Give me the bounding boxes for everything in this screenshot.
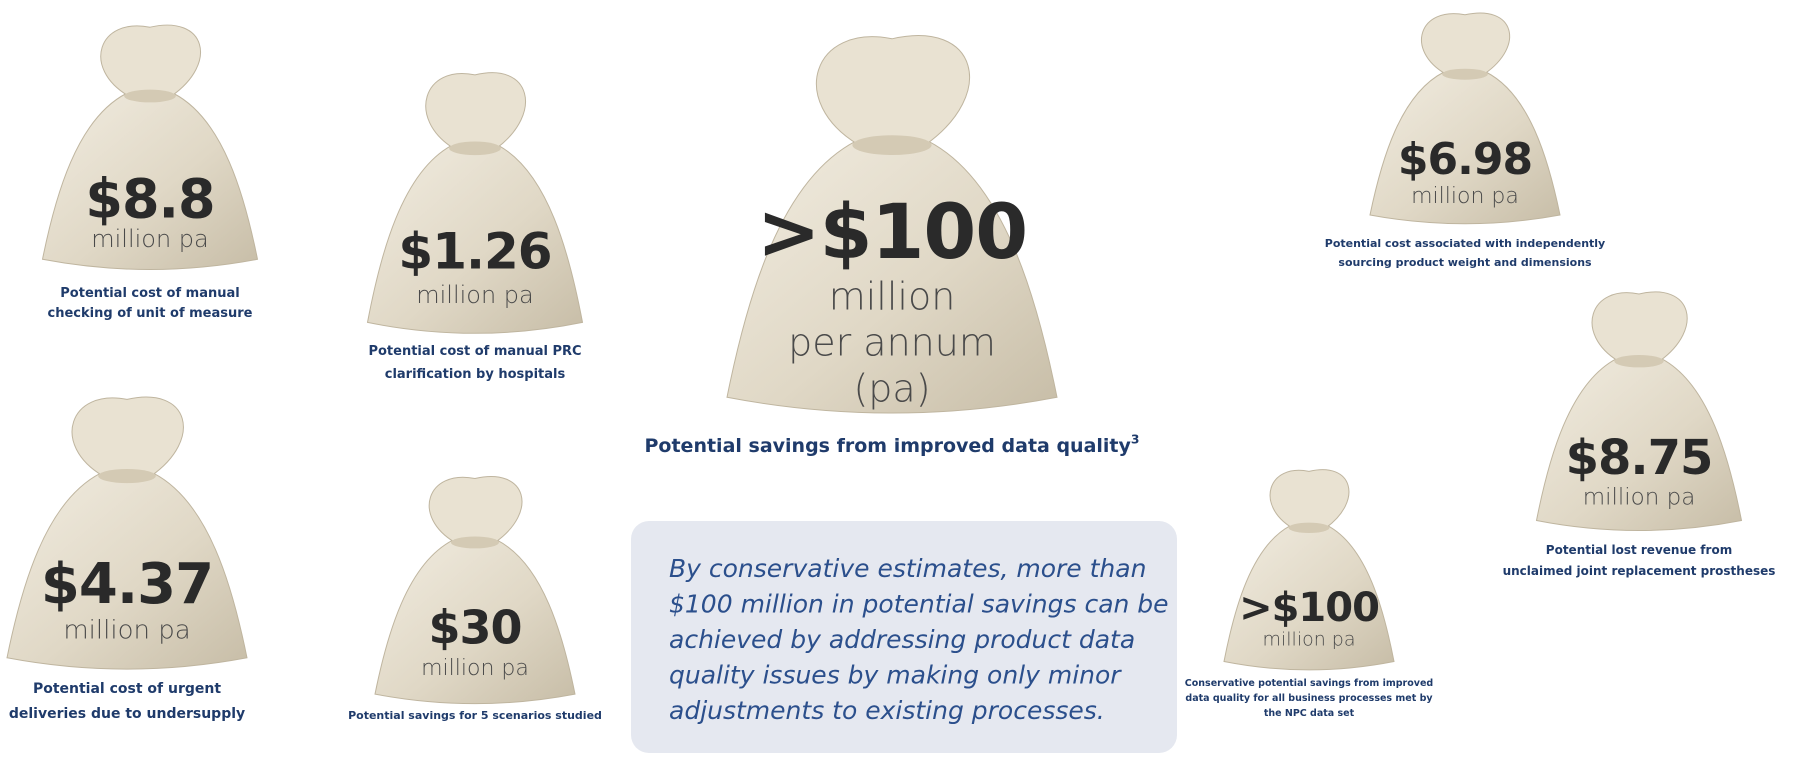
bag-tie (124, 89, 176, 103)
caption-text: Potential lost revenue from (1546, 543, 1732, 557)
bag-top (1591, 291, 1688, 362)
caption-text: Potential savings for 5 scenarios studie… (348, 709, 602, 722)
caption-note: 3 (1131, 432, 1140, 446)
unit: million pa (1411, 184, 1519, 209)
caption: clarification by hospitals (385, 367, 566, 382)
caption-text: the NPC data set (1264, 708, 1355, 719)
caption-text: checking of unit of measure (48, 306, 253, 321)
caption: checking of unit of measure (48, 306, 253, 321)
caption-text: data quality for all business processes … (1185, 693, 1433, 704)
caption-text: Potential savings from improved data qua… (645, 435, 1132, 457)
unit: million pa (63, 616, 190, 646)
bag-top (425, 72, 526, 149)
bag-body (726, 140, 1058, 414)
bag-tie (1442, 68, 1488, 80)
amount: $1.26 (398, 223, 551, 281)
bag-tie (451, 536, 499, 549)
bag-tie (98, 468, 156, 484)
caption: Potential cost of urgent (33, 681, 221, 697)
caption: Potential cost of manual (60, 286, 239, 301)
bag-body (41, 93, 259, 270)
unit: million pa (416, 281, 534, 309)
bag-top (428, 476, 523, 543)
amount: $4.37 (41, 552, 213, 617)
callout-box (631, 521, 1177, 753)
bag-body (1369, 71, 1561, 225)
bag-tie (449, 141, 501, 156)
bag-tie (1288, 522, 1330, 534)
amount: $6.98 (1398, 134, 1532, 185)
caption-text: clarification by hospitals (385, 367, 566, 382)
amount: >$100 (757, 187, 1027, 276)
callout-line: adjustments to existing processes. (669, 696, 1105, 725)
caption-text: Potential cost associated with independe… (1325, 237, 1605, 250)
unit: million pa (1262, 629, 1355, 651)
callout-line: By conservative estimates, more than (669, 554, 1146, 583)
unit: million (829, 275, 956, 319)
caption: Conservative potential savings from impr… (1185, 678, 1433, 689)
bag-top (1269, 469, 1350, 529)
bag-tie (852, 135, 932, 155)
unit: (pa) (853, 367, 930, 411)
callout-line: achieved by addressing product data (669, 625, 1135, 654)
caption: the NPC data set (1264, 708, 1355, 719)
amount: $8.75 (1566, 430, 1713, 486)
caption-text: Potential cost of manual (60, 286, 239, 301)
caption-text: Conservative potential savings from impr… (1185, 678, 1433, 689)
unit: million pa (1583, 485, 1696, 511)
callout-line: $100 million in potential savings can be (669, 590, 1169, 619)
amount: $8.8 (85, 168, 214, 231)
bag-body (6, 472, 248, 670)
caption: sourcing product weight and dimensions (1338, 256, 1592, 269)
caption-text: deliveries due to undersupply (9, 706, 245, 722)
bag-top (100, 24, 201, 97)
unit: million pa (91, 225, 209, 253)
caption-text: sourcing product weight and dimensions (1338, 256, 1592, 269)
caption: unclaimed joint replacement prostheses (1503, 564, 1776, 578)
caption: Potential savings for 5 scenarios studie… (348, 709, 602, 722)
bag-top (1421, 12, 1510, 75)
caption: data quality for all business processes … (1185, 693, 1433, 704)
amount: $30 (428, 601, 521, 655)
caption: Potential cost of manual PRC (368, 344, 581, 359)
bag-body (374, 539, 576, 705)
caption-text: unclaimed joint replacement prostheses (1503, 564, 1776, 578)
bag-body (1535, 358, 1743, 531)
bag-top (71, 396, 184, 477)
bag-tie (1614, 354, 1664, 368)
unit: million pa (421, 656, 529, 681)
bag-body (1223, 525, 1395, 671)
amount: >$100 (1239, 585, 1379, 631)
caption: Potential cost associated with independe… (1325, 237, 1605, 250)
unit: per annum (788, 321, 996, 365)
bag-top (816, 35, 970, 146)
caption-text: Potential cost of urgent (33, 681, 221, 697)
caption: Potential lost revenue from (1546, 543, 1732, 557)
caption: deliveries due to undersupply (9, 706, 245, 722)
bag-body (366, 145, 584, 334)
caption: Potential savings from improved data qua… (645, 432, 1140, 457)
caption-text: Potential cost of manual PRC (368, 344, 581, 359)
callout-line: quality issues by making only minor (669, 661, 1122, 690)
